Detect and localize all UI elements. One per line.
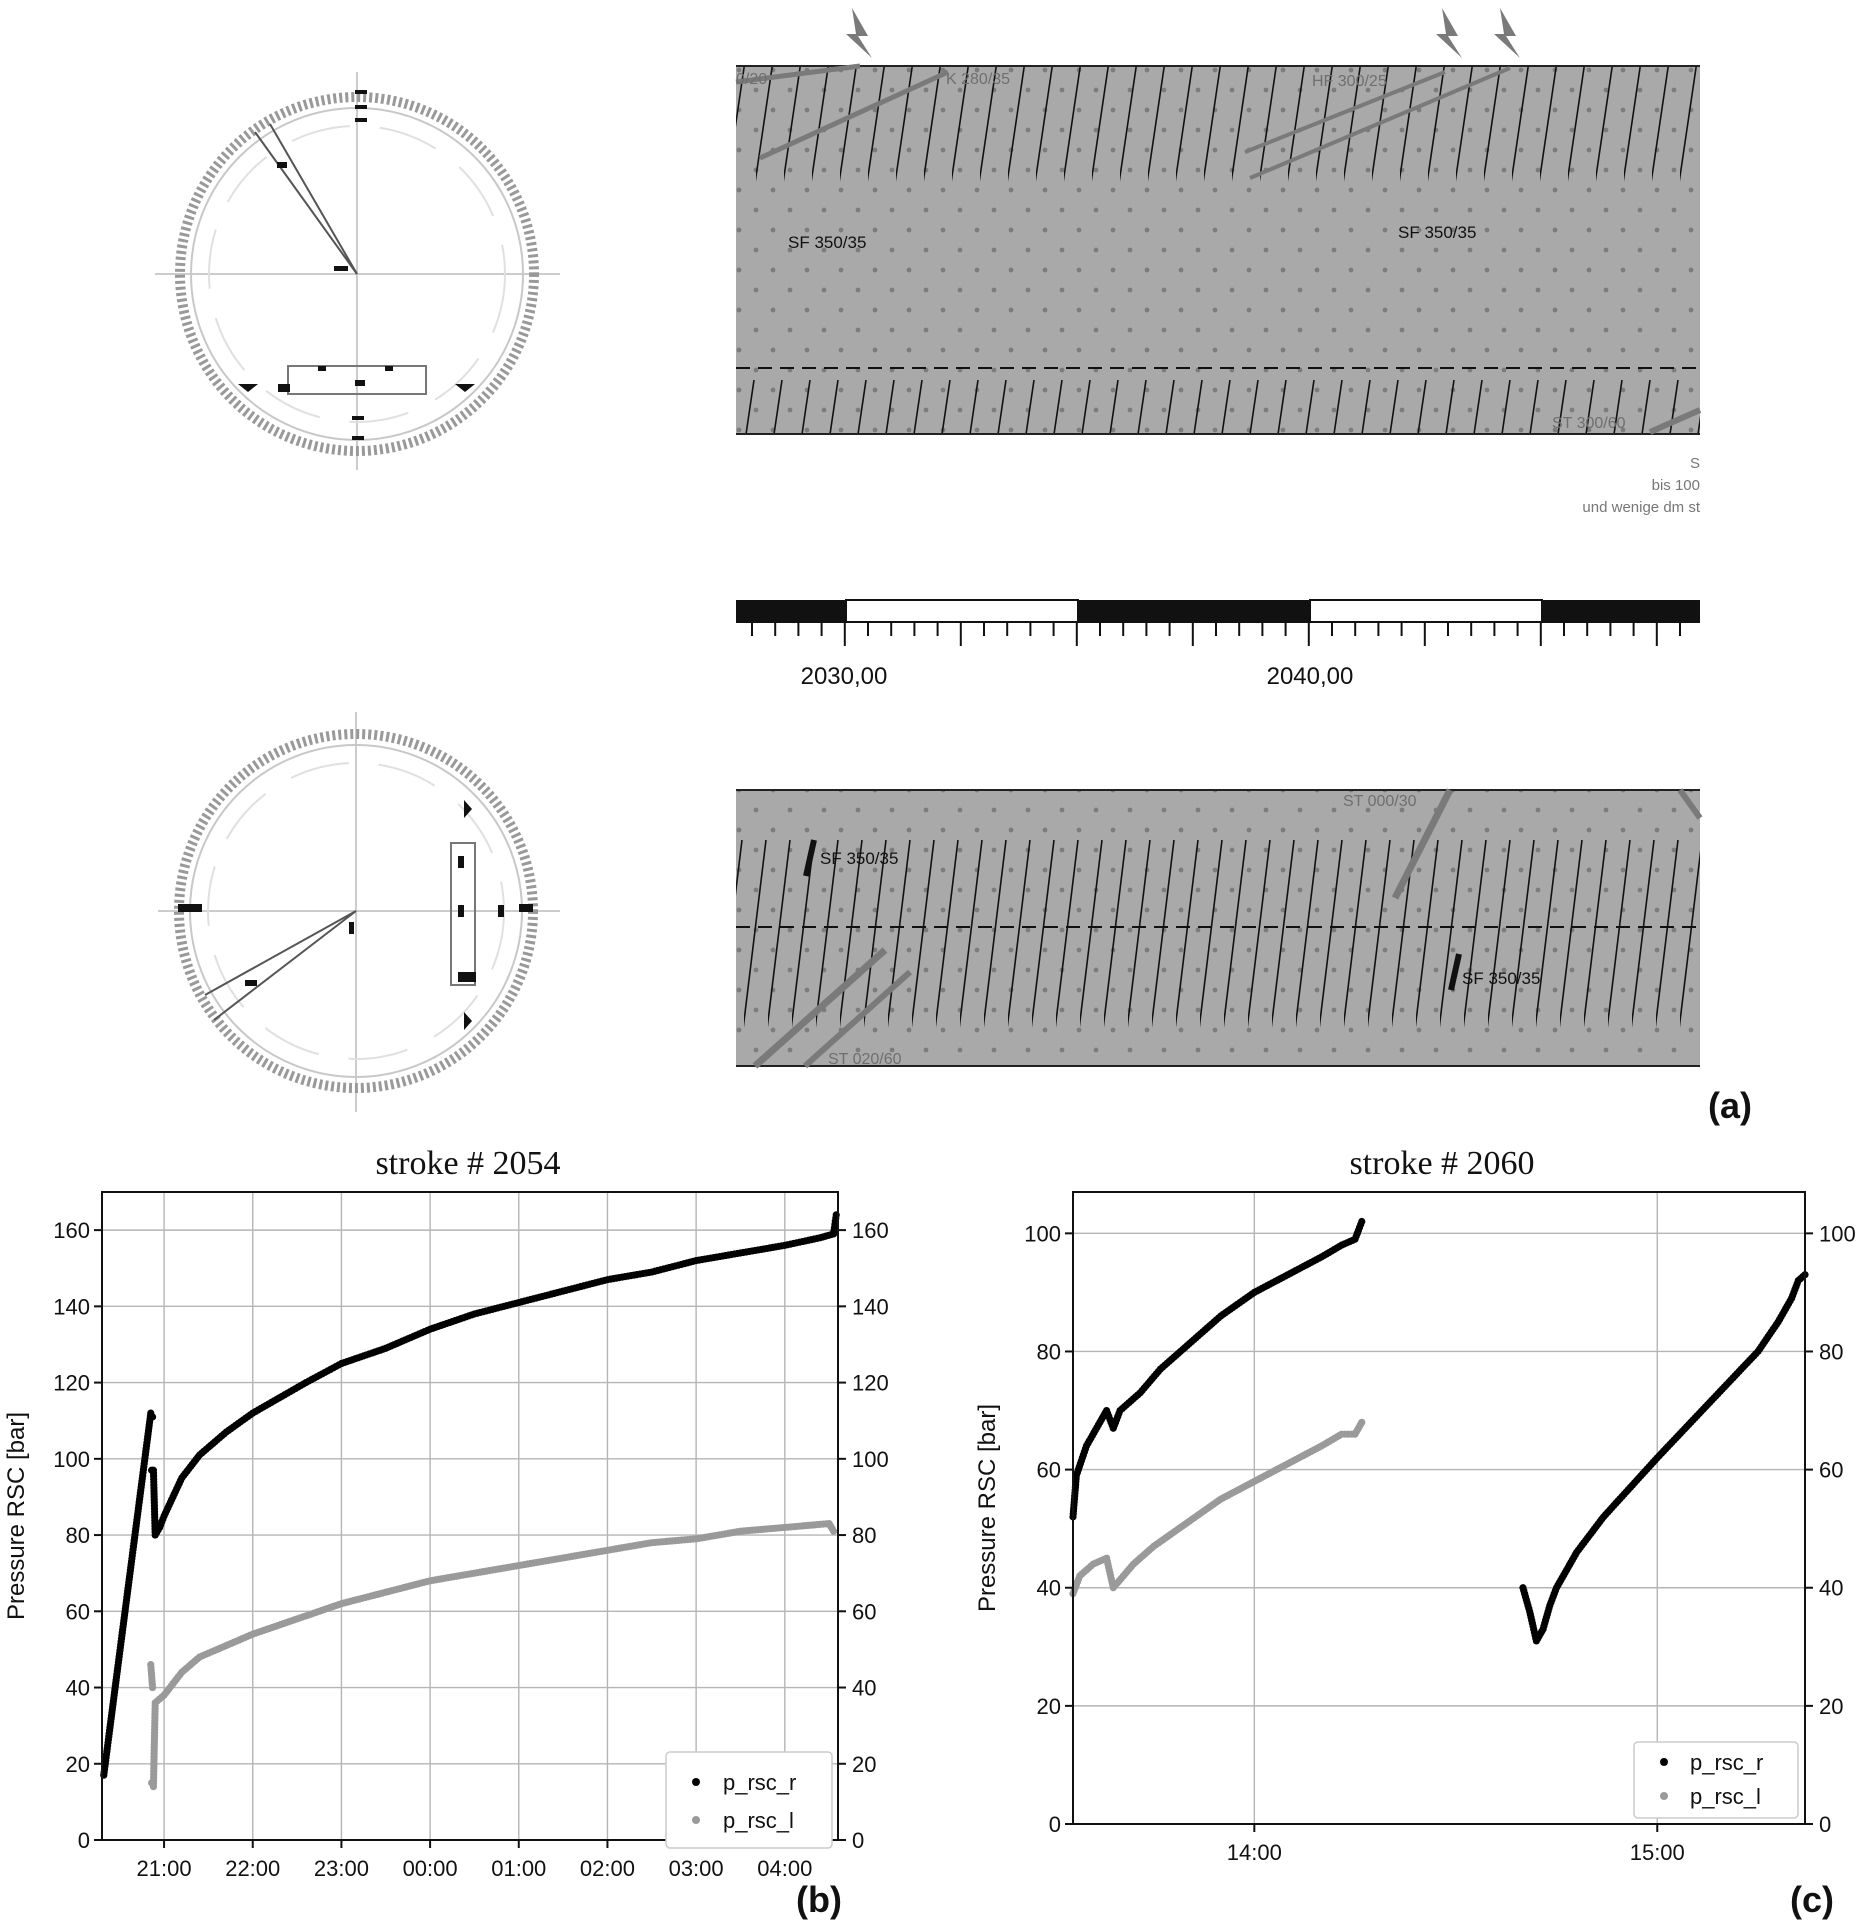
- core-side-note: S bis 100 und wenige dm st: [1582, 455, 1700, 516]
- stereonet-top: [155, 72, 560, 470]
- panel-label-a: (a): [1708, 1085, 1752, 1126]
- y-tick-label: 140: [53, 1294, 90, 1319]
- panel-label-c: (c): [1790, 1879, 1834, 1920]
- y-tick-label: 20: [1037, 1694, 1061, 1719]
- core-label-st-300-60: ST 300/60: [1552, 415, 1626, 432]
- core-label-k-280-35: K 280/35: [946, 71, 1010, 88]
- legend-label-p-rsc-l: p_rsc_l: [1690, 1784, 1761, 1809]
- y-tick-label: 80: [1037, 1339, 1061, 1364]
- y-ticks-right: 0 20 40 60 80 100: [1805, 1221, 1856, 1837]
- chart-title: stroke # 2054: [375, 1145, 560, 1182]
- y-ticks-left: 0 20 40 60 80 100 120 140 160: [53, 1218, 102, 1853]
- y-tick-label: 100: [53, 1447, 90, 1472]
- y-tick-label-right: 60: [852, 1599, 876, 1624]
- y-tick-label-right: 0: [1819, 1812, 1831, 1837]
- y-ticks-left: 0 20 40 60 80 100: [1024, 1221, 1073, 1837]
- legend-label-p-rsc-l: p_rsc_l: [723, 1808, 794, 1833]
- y-tick-label-right: 160: [852, 1218, 889, 1243]
- plot-frame: [1072, 1191, 1806, 1825]
- side-note-line-3: und wenige dm st: [1582, 499, 1700, 516]
- y-tick-label-right: 80: [852, 1523, 876, 1548]
- x-tick-label: 02:00: [580, 1856, 635, 1881]
- side-note-line-2: bis 100: [1652, 477, 1700, 494]
- legend-marker-p-rsc-r: [692, 1778, 700, 1786]
- y-ticks-right: 0 20 40 60 80 100 120 140 160: [838, 1218, 889, 1853]
- y-tick-label-right: 120: [852, 1371, 889, 1396]
- stereonet-bottom: [158, 712, 560, 1112]
- y-tick-label-right: 100: [852, 1447, 889, 1472]
- x-tick-label: 15:00: [1630, 1840, 1685, 1865]
- point-p-rsc-r: [148, 1413, 157, 1421]
- y-tick-label: 80: [66, 1523, 90, 1548]
- y-tick-label: 40: [1037, 1576, 1061, 1601]
- x-tick-label: 03:00: [669, 1856, 724, 1881]
- grid: [102, 1192, 838, 1841]
- y-axis-label: Pressure RSC [bar]: [974, 1404, 1001, 1612]
- x-tick-label: 04:00: [757, 1856, 812, 1881]
- y-tick-label-right: 40: [852, 1676, 876, 1701]
- y-tick-label: 60: [66, 1599, 90, 1624]
- y-tick-label-right: 20: [1819, 1694, 1843, 1719]
- y-tick-label-right: 140: [852, 1294, 889, 1319]
- chart-stroke-2054: stroke # 2054 0 20 40 60 80 100 120 140 160 0 20 4…: [3, 1145, 889, 1920]
- point-p-rsc-l: [148, 1683, 157, 1692]
- core-label-st-000-30: ST 000/30: [1343, 793, 1417, 810]
- y-tick-label: 40: [66, 1676, 90, 1701]
- y-tick-label: 0: [1049, 1812, 1061, 1837]
- legend: p_rsc_r p_rsc_l: [1633, 1741, 1799, 1819]
- panel-a: 0/20 K 280/35 HF 300/25 SF 350/35 SF 350…: [155, 8, 1752, 1126]
- y-axis-label: Pressure RSC [bar]: [3, 1412, 30, 1620]
- y-tick-label: 20: [66, 1752, 90, 1777]
- y-tick-label: 0: [78, 1828, 90, 1853]
- x-tick-label: 22:00: [225, 1856, 280, 1881]
- core-band-bottom: ST 000/30 SF 350/35 SF 350/35 ST 020/60: [736, 788, 1703, 1069]
- legend-label-p-rsc-r: p_rsc_r: [1690, 1750, 1763, 1775]
- y-tick-label-right: 20: [852, 1752, 876, 1777]
- scale-ticks: [751, 622, 1681, 646]
- point-p-rsc-l: [829, 1527, 838, 1535]
- legend-label-p-rsc-r: p_rsc_r: [723, 1770, 796, 1795]
- x-tick-label: 01:00: [491, 1856, 546, 1881]
- plot-frame: [101, 1191, 839, 1841]
- plot-points: [1069, 1217, 1809, 1645]
- core-label-0-20: 0/20: [736, 71, 767, 88]
- x-ticks: 21:00 22:00 23:00 00:00 01:00 02:00 03:00 04:00: [137, 1840, 812, 1881]
- core-label-hf-300-25: HF 300/25: [1312, 73, 1387, 90]
- y-tick-label-right: 100: [1819, 1221, 1856, 1246]
- legend-marker-p-rsc-r: [1660, 1758, 1668, 1766]
- x-tick-label: 23:00: [314, 1856, 369, 1881]
- point-p-rsc-l: [1358, 1418, 1366, 1426]
- y-tick-label: 60: [1037, 1458, 1061, 1483]
- core-label-sf-350-35-left: SF 350/35: [788, 233, 866, 252]
- legend: p_rsc_r p_rsc_l: [665, 1751, 833, 1849]
- depth-scale-bar: 2030,00 2040,00: [736, 599, 1700, 690]
- y-tick-label-right: 80: [1819, 1339, 1843, 1364]
- scale-label-2030: 2030,00: [801, 663, 888, 690]
- y-tick-label-right: 60: [1819, 1458, 1843, 1483]
- x-tick-label: 21:00: [137, 1856, 192, 1881]
- core-label-sf-350-35-b1: SF 350/35: [820, 849, 898, 868]
- x-tick-label: 14:00: [1227, 1840, 1282, 1865]
- plot-points: [100, 1211, 840, 1791]
- grid: [1073, 1192, 1805, 1825]
- scale-label-2040: 2040,00: [1267, 663, 1354, 690]
- core-label-sf-350-35-right: SF 350/35: [1398, 223, 1476, 242]
- y-tick-label: 160: [53, 1218, 90, 1243]
- panel-label-b: (b): [796, 1879, 842, 1920]
- chart-title: stroke # 2060: [1349, 1145, 1534, 1182]
- point-p-rsc-r: [1358, 1217, 1366, 1226]
- y-tick-label: 100: [1024, 1221, 1061, 1246]
- core-band-top: 0/20 K 280/35 HF 300/25 SF 350/35 SF 350…: [735, 8, 1702, 435]
- side-note-line-1: S: [1690, 455, 1700, 472]
- y-tick-label: 120: [53, 1371, 90, 1396]
- core-label-sf-350-35-b2: SF 350/35: [1462, 969, 1540, 988]
- y-tick-label-right: 0: [852, 1828, 864, 1853]
- x-ticks: 14:00 15:00: [1227, 1824, 1685, 1865]
- legend-marker-p-rsc-l: [692, 1816, 700, 1824]
- legend-marker-p-rsc-l: [1660, 1792, 1668, 1800]
- x-tick-label: 00:00: [403, 1856, 458, 1881]
- core-label-st-020-60: ST 020/60: [828, 1051, 902, 1068]
- y-tick-label-right: 40: [1819, 1576, 1843, 1601]
